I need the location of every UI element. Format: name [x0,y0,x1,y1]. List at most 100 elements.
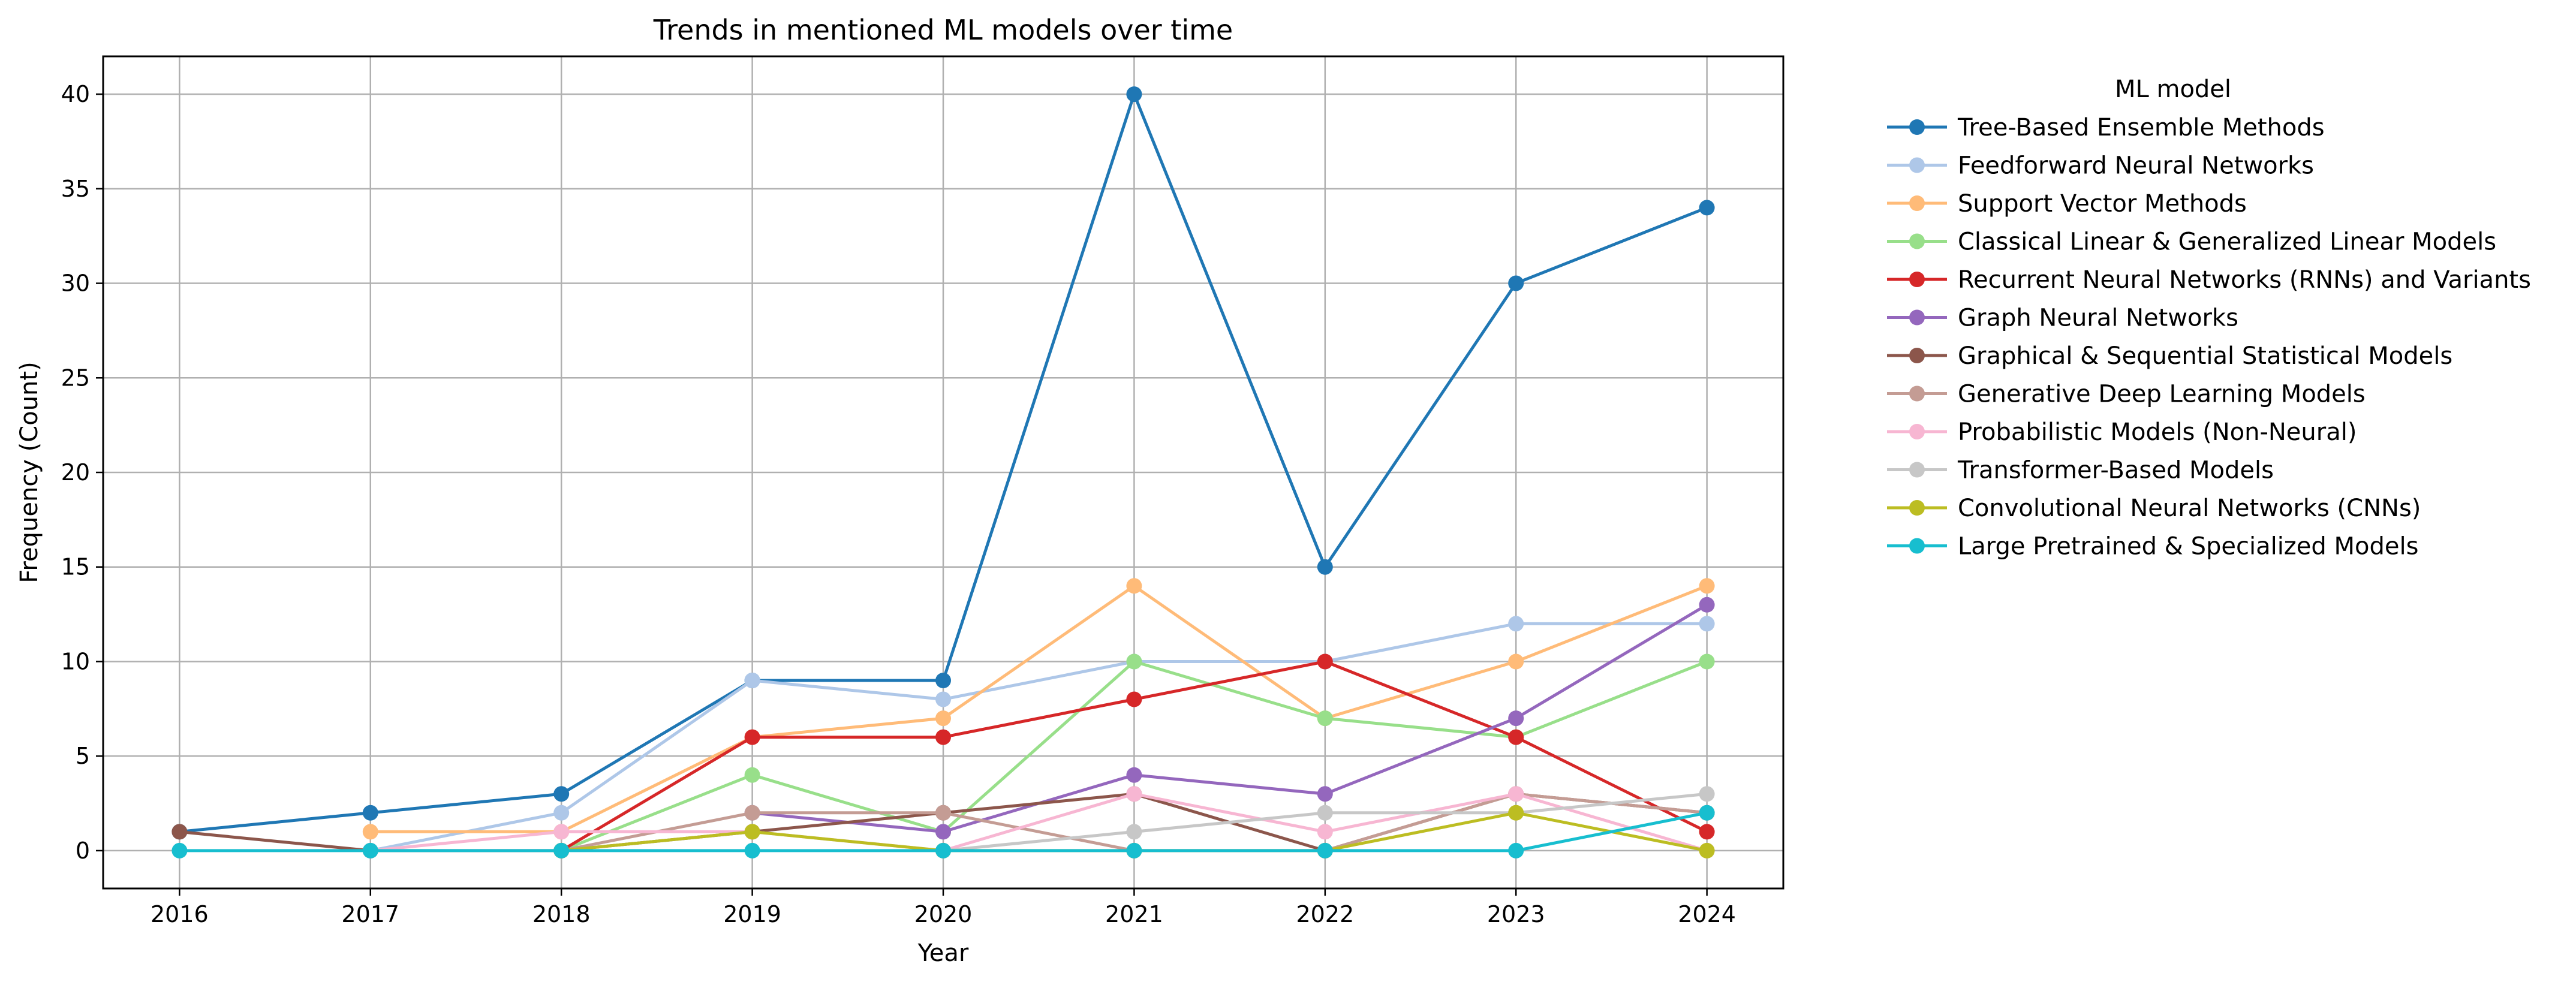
legend-label: Tree-Based Ensemble Methods [1957,114,2325,141]
data-point [1699,200,1715,216]
data-point [1317,842,1333,859]
legend-item: Large Pretrained & Specialized Models [1887,533,2418,561]
y-tick-label: 15 [61,554,90,580]
data-point [1126,86,1142,103]
data-point [1126,767,1142,783]
x-tick-label: 2022 [1296,901,1354,927]
data-point [935,824,951,840]
data-point [744,842,760,859]
data-point [744,805,760,821]
legend-marker [1909,462,1925,478]
series-line [370,792,1708,853]
data-point [935,691,951,707]
data-point [1699,824,1715,840]
data-point [1126,842,1142,859]
legend-marker [1909,195,1925,211]
legend-item: Support Vector Methods [1887,190,2247,218]
legend-label: Probabilistic Models (Non-Neural) [1958,418,2357,446]
y-tick-label: 25 [61,365,90,391]
legend-item: Transformer-Based Models [1887,457,2274,484]
legend-label: Graphical & Sequential Statistical Model… [1958,342,2452,370]
data-point [171,842,188,859]
grid-lines [103,56,1783,888]
data-point [744,767,760,783]
legend-marker [1909,309,1925,326]
legend-label: Support Vector Methods [1958,190,2247,218]
legend-marker [1909,119,1925,135]
data-point [1699,653,1715,670]
data-series [171,86,1715,859]
legend-marker [1909,500,1925,516]
data-point [553,805,570,821]
data-point [1317,559,1333,575]
legend-item: Convolutional Neural Networks (CNNs) [1887,495,2421,522]
data-point [744,824,760,840]
data-point [744,729,760,745]
x-tick-label: 2016 [151,901,209,927]
y-tick-label: 40 [61,81,90,107]
data-point [1699,578,1715,594]
y-tick-label: 10 [61,648,90,674]
x-tick-label: 2020 [914,901,973,927]
legend-label: Graph Neural Networks [1958,305,2238,332]
data-point [553,824,570,840]
x-axis-label: Year [917,939,969,967]
legend-item: Graph Neural Networks [1887,305,2238,332]
x-tick-label: 2024 [1678,901,1736,927]
series-6 [744,597,1715,840]
data-point [935,729,951,745]
legend-item: Feedforward Neural Networks [1887,152,2314,180]
data-point [1508,710,1524,727]
y-tick-label: 0 [76,838,90,864]
data-point [1508,729,1524,745]
legend-label: Generative Deep Learning Models [1958,381,2366,408]
data-point [553,842,570,859]
data-point [935,710,951,727]
data-point [1126,691,1142,707]
y-tick-label: 20 [61,459,90,486]
data-point [935,842,951,859]
y-tick-label: 30 [61,270,90,297]
legend-item: Classical Linear & Generalized Linear Mo… [1887,228,2496,256]
series-line [370,622,1707,853]
legend-items: Tree-Based Ensemble Methods Feedforward N… [1887,114,2531,561]
legend-label: Convolutional Neural Networks (CNNs) [1958,495,2421,522]
data-point [1317,786,1333,802]
series-12 [171,805,1715,859]
data-point [1508,786,1524,802]
data-point [1699,616,1715,632]
series-3 [362,578,1715,840]
legend-label: Classical Linear & Generalized Linear Mo… [1958,228,2496,256]
data-point [1317,653,1333,670]
legend: ML model Tree-Based Ensemble Methods Feed… [1887,76,2531,561]
x-tick-label: 2018 [532,901,591,927]
data-point [935,673,951,688]
data-point [1699,805,1715,821]
data-point [362,805,378,821]
legend-marker [1909,385,1925,402]
data-point [1508,842,1524,859]
legend-label: Transformer-Based Models [1957,457,2274,484]
legend-marker [1909,538,1925,554]
series-line [370,584,1708,833]
y-tick-label: 35 [61,176,90,202]
data-point [553,786,570,802]
legend-item: Graphical & Sequential Statistical Model… [1887,342,2452,370]
data-point [1317,824,1333,840]
legend-label: Large Pretrained & Specialized Models [1958,533,2418,561]
legend-label: Recurrent Neural Networks (RNNs) and Var… [1958,266,2531,294]
data-point [1699,842,1715,859]
data-point [1126,824,1142,840]
legend-item: Recurrent Neural Networks (RNNs) and Var… [1887,266,2531,294]
data-point [1508,653,1524,670]
data-point [171,824,188,840]
legend-item: Probabilistic Models (Non-Neural) [1887,418,2357,446]
legend-marker [1909,424,1925,439]
data-point [744,673,760,688]
legend-label: Feedforward Neural Networks [1958,152,2314,180]
axes: 2016 2017 2018 2019 2020 2021 2022 2023 2024 0 5 10… [61,81,1736,927]
data-point [1699,597,1715,613]
chart-title: Trends in mentioned ML models over time [653,14,1233,46]
legend-marker [1909,233,1925,249]
